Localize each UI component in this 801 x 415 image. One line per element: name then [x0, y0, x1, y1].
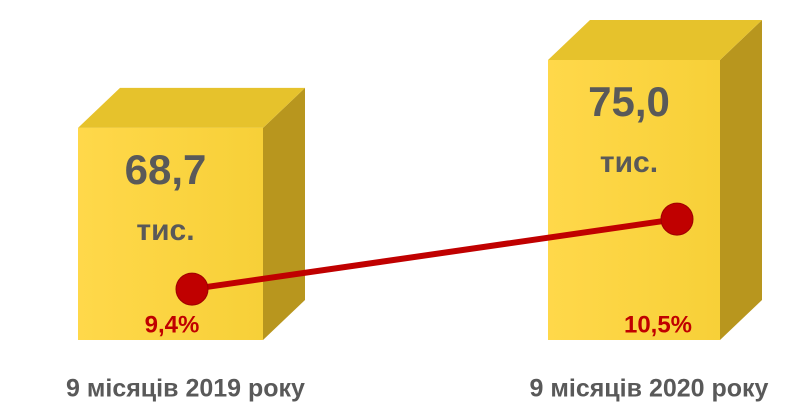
value-label: 75,0 — [588, 78, 670, 125]
x-tick-label: 9 місяців 2019 року — [66, 375, 305, 403]
line — [191, 216, 678, 293]
line-marker — [175, 272, 209, 306]
value-label: 68,7 — [125, 146, 207, 193]
x-tick-label: 9 місяців 2020 року — [530, 375, 769, 403]
bar — [548, 60, 720, 340]
line-marker — [660, 202, 694, 236]
bar-top — [78, 87, 305, 128]
bar — [78, 127, 263, 340]
unit-label: тис. — [136, 214, 194, 247]
bar-side — [720, 20, 762, 340]
line-value-label: 10,5% — [624, 311, 692, 338]
bar-side — [263, 87, 305, 340]
unit-label: тис. — [600, 146, 658, 179]
line-value-label: 9,4% — [145, 311, 200, 338]
bar-top — [548, 20, 762, 60]
